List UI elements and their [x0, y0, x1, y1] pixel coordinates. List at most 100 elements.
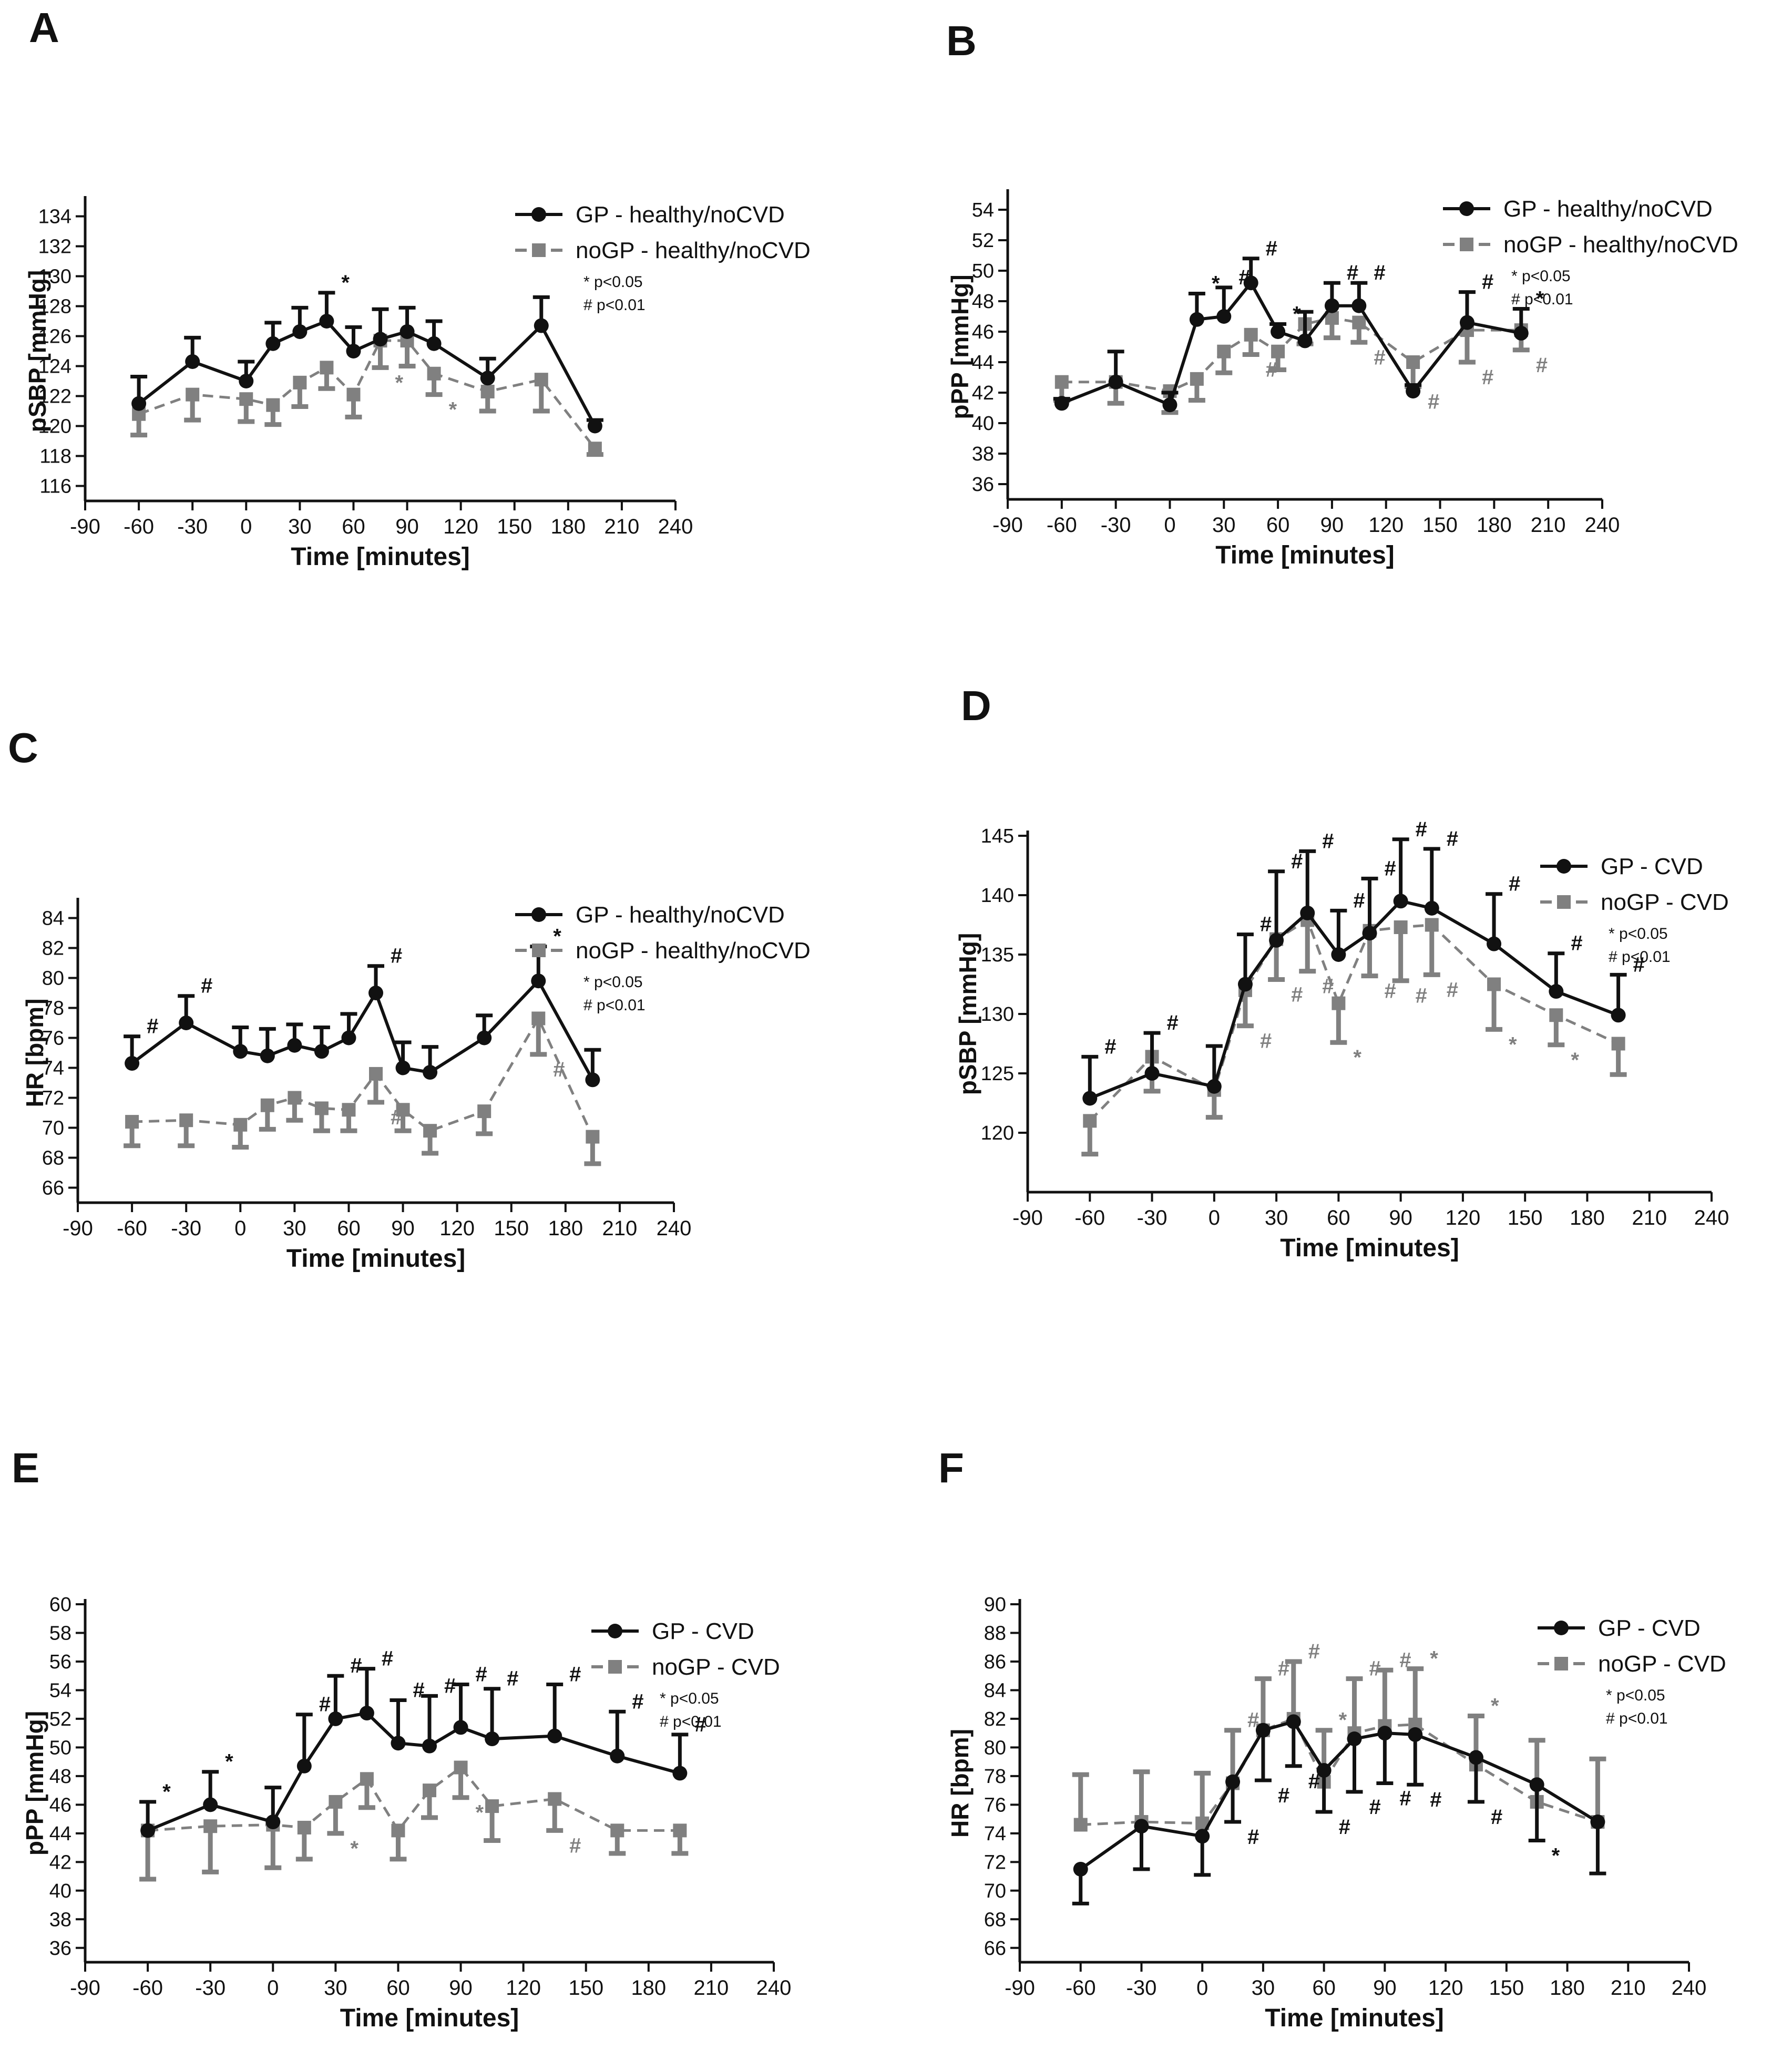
y-tick-label: 135	[981, 944, 1014, 966]
data-point	[288, 1091, 302, 1105]
significance-mark: *	[341, 271, 350, 294]
y-tick-label: 120	[981, 1122, 1014, 1144]
data-point	[239, 392, 253, 406]
x-axis-label: Time [minutes]	[1265, 2004, 1444, 2032]
data-point	[1611, 1008, 1626, 1023]
legend: GP - healthy/noCVD noGP - healthy/noCVD * …	[515, 902, 811, 1014]
data-point	[1487, 977, 1501, 991]
significance-note: * p<0.05	[1609, 925, 1668, 942]
significance-mark: #	[1266, 237, 1277, 260]
y-tick-label: 44	[49, 1823, 71, 1845]
data-point	[534, 373, 548, 387]
y-tick-label: 78	[984, 1766, 1006, 1788]
significance-mark: *	[553, 925, 561, 948]
y-tick-label: 134	[38, 206, 71, 228]
x-tick-label: 210	[605, 515, 640, 538]
significance-mark: *	[449, 398, 457, 422]
data-point	[186, 387, 200, 402]
data-point	[586, 1130, 600, 1144]
significance-mark: #	[1447, 978, 1458, 1001]
y-tick-label: 145	[981, 825, 1014, 847]
x-tick-label: 180	[1550, 1976, 1585, 2000]
data-point	[1424, 900, 1439, 916]
y-axis-label: HR [bpm]	[946, 1729, 974, 1838]
legend: GP - healthy/noCVD noGP - healthy/noCVD * …	[1443, 196, 1738, 308]
panel-letter: F	[938, 1444, 964, 1491]
legend-swatch-marker	[608, 1624, 622, 1638]
legend-label: noGP - healthy/noCVD	[576, 938, 811, 964]
x-tick-label: 30	[324, 1976, 347, 2000]
data-point	[140, 1823, 156, 1838]
data-point	[342, 1103, 356, 1117]
legend: GP - CVD noGP - CVD * p<0.05 # p<0.01	[591, 1618, 780, 1730]
significance-note: * p<0.05	[583, 273, 643, 291]
series-gp: # # # # # # # # *	[1072, 1714, 1606, 1905]
data-point	[1243, 275, 1258, 291]
y-tick-label: 36	[972, 474, 994, 496]
significance-mark: #	[1374, 346, 1385, 369]
significance-mark: *	[476, 1801, 484, 1824]
data-point	[422, 1738, 437, 1754]
y-tick-label: 88	[984, 1622, 1006, 1644]
data-point	[453, 1720, 468, 1735]
significance-mark: #	[201, 975, 212, 998]
y-tick-label: 122	[38, 386, 71, 408]
legend: GP - healthy/noCVD noGP - healthy/noCVD * …	[515, 202, 811, 314]
significance-mark: #	[1247, 1826, 1259, 1849]
x-tick-label: 150	[1489, 1976, 1524, 2000]
data-point	[203, 1797, 218, 1812]
significance-mark: #	[1482, 366, 1493, 389]
significance-note: # p<0.01	[1511, 291, 1573, 308]
y-tick-label: 86	[984, 1651, 1006, 1673]
series-gp: # # # # # # # # # # # #	[1081, 818, 1645, 1106]
panel-letter: D	[961, 682, 991, 729]
legend-label: noGP - CVD	[1601, 889, 1729, 915]
data-point	[1286, 1714, 1301, 1729]
data-point	[131, 396, 147, 411]
chart-panel-b: B 36 38 40 42 44 46 48 50 52 54 -90 -60 -30 0 30 60 90 120…	[946, 17, 1738, 569]
series-line	[1061, 316, 1521, 393]
x-axis-label: Time [minutes]	[1280, 1234, 1459, 1262]
significance-mark: #	[1536, 354, 1548, 377]
data-point	[328, 1711, 343, 1726]
x-tick-label: -90	[63, 1217, 93, 1240]
y-tick-label: 80	[42, 968, 64, 990]
x-tick-label: 0	[1209, 1206, 1220, 1229]
x-tick-label: 240	[1672, 1976, 1707, 2000]
data-point	[1073, 1861, 1088, 1877]
y-tick-label: 120	[38, 416, 71, 438]
y-tick-label: 76	[42, 1028, 64, 1050]
data-point	[1459, 315, 1474, 330]
data-point	[287, 1038, 302, 1053]
significance-mark: #	[1104, 1035, 1116, 1058]
x-tick-label: 30	[283, 1217, 306, 1240]
series-line	[147, 1766, 680, 1833]
significance-mark: #	[350, 1654, 362, 1677]
chart-panel-f: F 66 68 70 72 74 76 78 80 82 84 86 88 90 -90 -60 -30 0 30 6…	[938, 1444, 1726, 2032]
data-point	[400, 324, 415, 339]
data-point	[1217, 344, 1231, 358]
x-tick-label: 0	[267, 1976, 279, 2000]
series-line	[132, 1016, 594, 1137]
significance-mark: #	[1571, 932, 1582, 955]
significance-note: # p<0.01	[660, 1713, 722, 1730]
data-point	[1190, 372, 1204, 386]
y-tick-label: 42	[49, 1851, 71, 1873]
x-tick-label: 60	[1327, 1206, 1350, 1229]
legend-label: noGP - healthy/noCVD	[1503, 232, 1738, 258]
legend-label: noGP - healthy/noCVD	[576, 238, 811, 263]
legend-swatch-marker	[531, 207, 546, 222]
x-tick-label: 210	[1531, 514, 1566, 537]
data-point	[423, 1124, 437, 1138]
data-point	[673, 1823, 687, 1838]
y-tick-label: 116	[39, 476, 71, 498]
significance-mark: #	[569, 1834, 581, 1857]
data-point	[534, 318, 549, 333]
significance-mark: #	[694, 1713, 706, 1736]
data-point	[1513, 325, 1529, 341]
x-tick-label: 210	[694, 1976, 729, 2000]
data-point	[1255, 1723, 1271, 1738]
chart-panel-e: E 36 38 40 42 44 46 48 50 52 54 56 58 60 -90 -60 -30 0 30 6…	[12, 1444, 791, 2032]
legend-swatch-marker	[1460, 238, 1473, 251]
y-tick-label: 66	[42, 1177, 64, 1200]
